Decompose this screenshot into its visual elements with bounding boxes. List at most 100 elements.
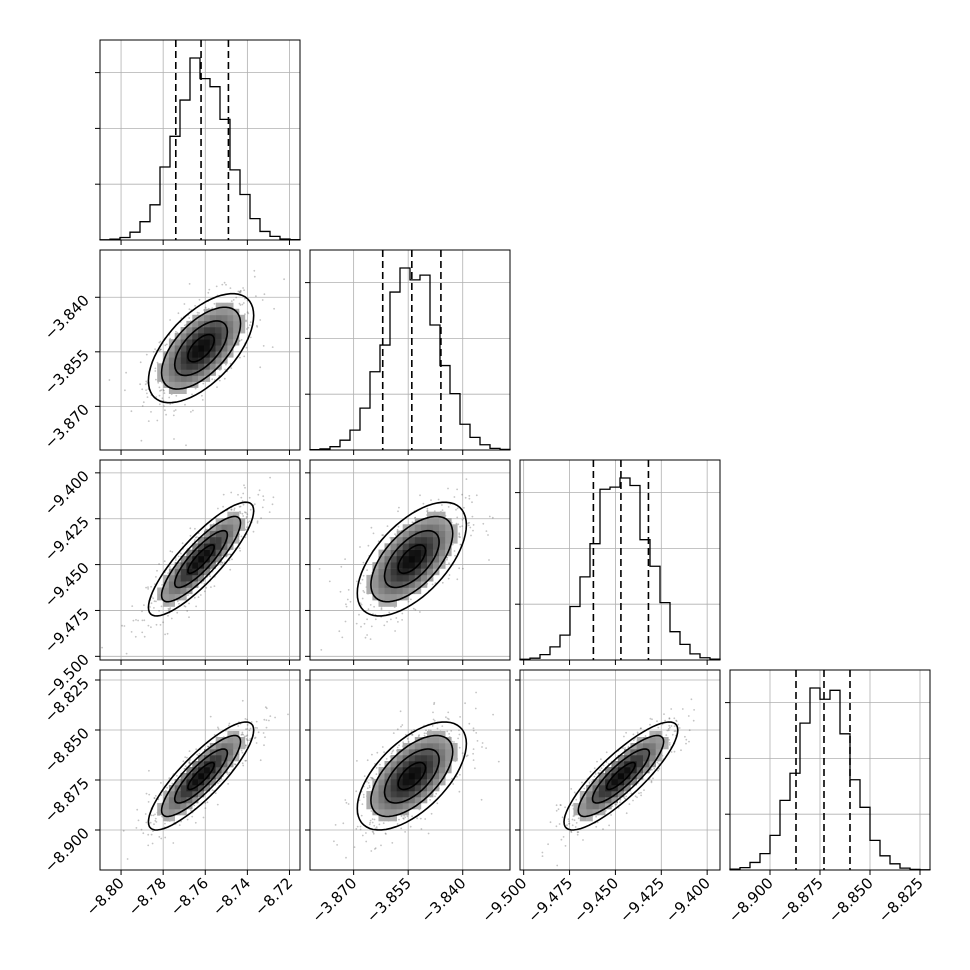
scatter-point — [160, 837, 163, 840]
scatter-point — [471, 501, 473, 504]
density-cell — [427, 530, 434, 538]
density-cell — [198, 375, 205, 382]
panel-0-0 — [95, 39, 301, 245]
scatter-point — [249, 727, 252, 730]
density-cell — [186, 555, 193, 563]
scatter-point — [458, 746, 461, 749]
scatter-point — [656, 720, 658, 723]
scatter-point — [152, 830, 154, 832]
scatter-point — [605, 810, 607, 812]
scatter-point — [487, 534, 489, 536]
scatter-point — [399, 710, 402, 713]
density-cell — [221, 749, 228, 756]
density-cell — [408, 581, 416, 588]
scatter-point — [262, 732, 265, 734]
scatter-point — [374, 618, 377, 621]
density-cell — [427, 537, 434, 544]
panel-3-1: −3.870 −3.855 −3.840 — [305, 669, 511, 926]
density-cell — [390, 809, 397, 816]
density-cell — [215, 327, 222, 334]
panel-frame — [99, 39, 301, 241]
scatter-point — [434, 582, 437, 584]
scatter-point — [663, 713, 665, 715]
scatter-point — [240, 535, 243, 538]
density-cell — [180, 381, 187, 388]
density-cell — [402, 779, 410, 786]
density-cell — [227, 345, 234, 352]
scatter-point — [573, 791, 576, 794]
scatter-point — [457, 737, 459, 740]
density-cell — [427, 767, 434, 774]
scatter-point — [658, 767, 661, 770]
scatter-point — [373, 605, 375, 608]
scatter-point — [568, 822, 571, 825]
scatter-point — [464, 702, 466, 705]
scatter-point — [173, 410, 176, 412]
contour-1.0 — [383, 529, 440, 589]
scatter-point — [149, 821, 152, 824]
scatter-point — [381, 534, 384, 536]
density-cell — [186, 345, 193, 352]
scatter-point — [147, 844, 150, 847]
density-cell — [414, 568, 422, 576]
scatter-point — [362, 561, 365, 564]
scatter-point — [283, 278, 285, 281]
density-cell — [617, 785, 625, 792]
scatter-point — [379, 763, 381, 766]
density-cell — [163, 587, 170, 595]
scatter-point — [396, 728, 399, 731]
density-cell — [408, 749, 416, 756]
density-cell — [174, 797, 181, 804]
scatter-point — [429, 729, 432, 732]
scatter-point — [353, 846, 356, 848]
scatter-point — [156, 419, 159, 422]
density-cell — [408, 568, 416, 576]
panel-frame — [519, 459, 721, 661]
density-cell — [168, 587, 175, 595]
density-cell — [186, 797, 193, 804]
density-cell — [439, 743, 446, 750]
panel-1-1 — [305, 249, 511, 455]
scatter-point — [243, 289, 246, 292]
scatter-point — [238, 547, 241, 549]
scatter-point — [240, 339, 243, 341]
scatter-point — [230, 491, 233, 494]
scatter-point — [249, 336, 252, 339]
histogram-1 — [309, 267, 511, 451]
scatter-point — [404, 831, 406, 833]
scatter-point — [160, 782, 162, 784]
density-cell — [372, 587, 379, 595]
scatter-point — [163, 392, 166, 394]
density-cell — [378, 581, 385, 588]
density-cell — [239, 737, 246, 744]
density-cell — [586, 791, 593, 798]
density-cell — [414, 537, 422, 544]
scatter-point — [159, 624, 162, 626]
scatter-point — [227, 773, 229, 776]
scatter-point — [441, 504, 443, 506]
x-tick-label: −9.500 — [479, 874, 531, 926]
scatter-point — [247, 739, 249, 742]
scatter-point — [466, 754, 469, 757]
scatter-point — [158, 610, 161, 612]
density-cell — [427, 555, 434, 563]
density-cell — [221, 543, 228, 550]
scatter-point — [221, 562, 224, 564]
scatter-point — [207, 745, 209, 748]
density-cell — [433, 779, 440, 786]
scatter-point — [666, 729, 669, 732]
scatter-point — [364, 636, 367, 639]
scatter-point — [180, 552, 182, 555]
scatter-point — [168, 396, 171, 399]
scatter-point — [240, 496, 243, 499]
scatter-point — [245, 728, 247, 730]
density-cell — [186, 339, 193, 346]
scatter-point — [167, 607, 170, 610]
density-cell — [192, 543, 199, 550]
scatter-point — [688, 729, 691, 732]
density-cell — [180, 809, 187, 816]
scatter-point — [155, 821, 158, 823]
density-cell — [579, 809, 587, 816]
scatter-point — [241, 303, 244, 306]
scatter-point — [390, 618, 392, 621]
